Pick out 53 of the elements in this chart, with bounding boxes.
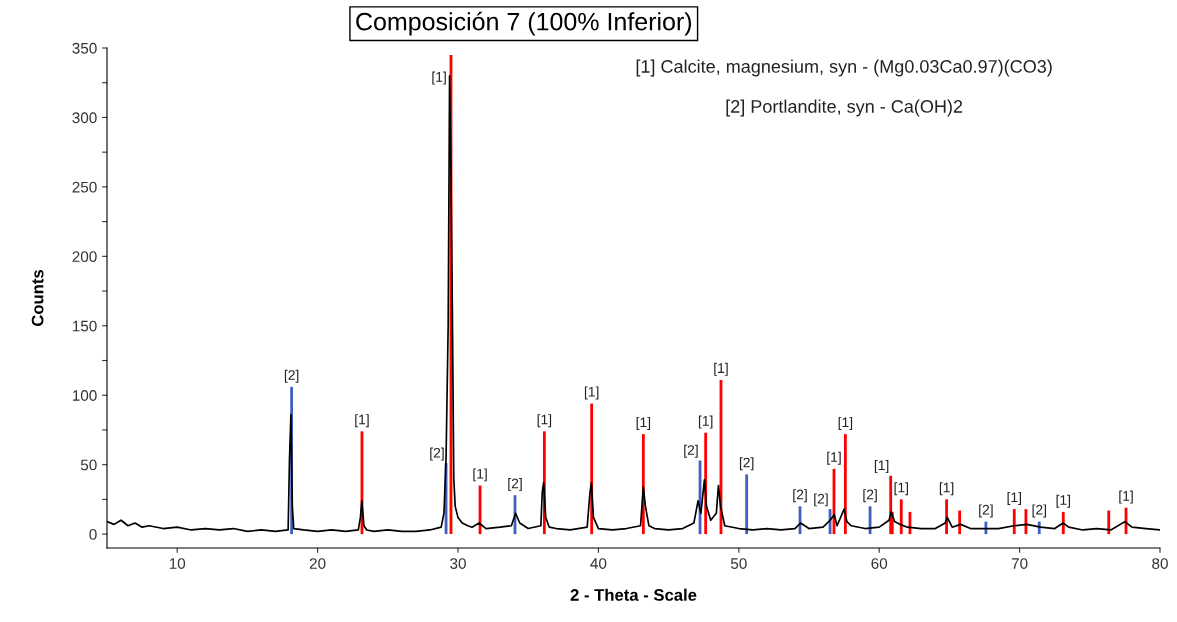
y-tick-label: 250 <box>72 181 97 193</box>
annotation: [1] <box>714 362 728 376</box>
bar <box>1012 509 1016 535</box>
y-tick-label: 0 <box>89 528 97 540</box>
x-tick-label: 60 <box>871 558 888 569</box>
x-tick-label: 10 <box>169 558 186 569</box>
x-tick-label: 20 <box>309 558 326 569</box>
y-tick-label: 300 <box>72 112 97 124</box>
x-tick-label: 50 <box>730 558 747 569</box>
bar <box>899 499 903 535</box>
annotation: [1] <box>838 417 853 430</box>
annotation: [1] <box>584 386 599 400</box>
annotation: [1] <box>827 451 841 465</box>
annotation: [1] <box>894 482 908 496</box>
annotation: [2] <box>284 369 299 383</box>
annotation: [1] <box>537 414 552 428</box>
annotation: [1] Calcite, magnesium, syn - (Mg0.03Ca0.97)(CO3) <box>636 59 1052 77</box>
annotation: [1] <box>1056 494 1070 508</box>
annotation: [2] <box>430 447 444 461</box>
x-tick-label: 70 <box>1011 558 1028 569</box>
annotation: [2] <box>508 478 522 492</box>
y-tick-label: 100 <box>72 390 97 401</box>
x-tick-label: 80 <box>1152 558 1168 569</box>
y-tick-label: 150 <box>72 320 97 332</box>
y-tick-label: 350 <box>72 42 97 54</box>
annotation: [1] <box>473 468 487 482</box>
annotation: [2] <box>793 489 807 503</box>
x-tick-label: 30 <box>450 558 466 569</box>
bar <box>1107 510 1111 535</box>
chart-title: Composición 7 (100% Inferior) <box>356 11 692 36</box>
annotation: [2] <box>863 489 877 503</box>
y-tick-label: 200 <box>72 251 97 263</box>
x-tick-label: 40 <box>590 558 607 569</box>
annotation: [1] <box>636 417 651 430</box>
annotation: [2] <box>979 504 993 518</box>
annotation: [1] <box>698 415 713 429</box>
bar <box>745 474 749 535</box>
annotation: [2] Portlandite, syn - Ca(OH)2 <box>726 99 963 117</box>
bar <box>958 510 962 535</box>
annotation: [1] <box>432 71 446 85</box>
annotation: [2] <box>1032 504 1046 518</box>
y-tick-label: 50 <box>80 459 97 471</box>
annotation: [2] <box>684 444 698 458</box>
y-axis-title: Counts <box>31 269 44 327</box>
x-axis-title: 2 - Theta - Scale <box>570 588 697 601</box>
annotation: [2] <box>739 457 754 471</box>
annotation: [1] <box>355 414 369 428</box>
annotation: [1] <box>939 482 954 496</box>
bar <box>843 434 847 535</box>
annotation: [1] <box>874 460 889 473</box>
annotation: [1] <box>1007 492 1021 505</box>
annotation: [2] <box>814 493 828 507</box>
annotation: [1] <box>1119 490 1133 504</box>
